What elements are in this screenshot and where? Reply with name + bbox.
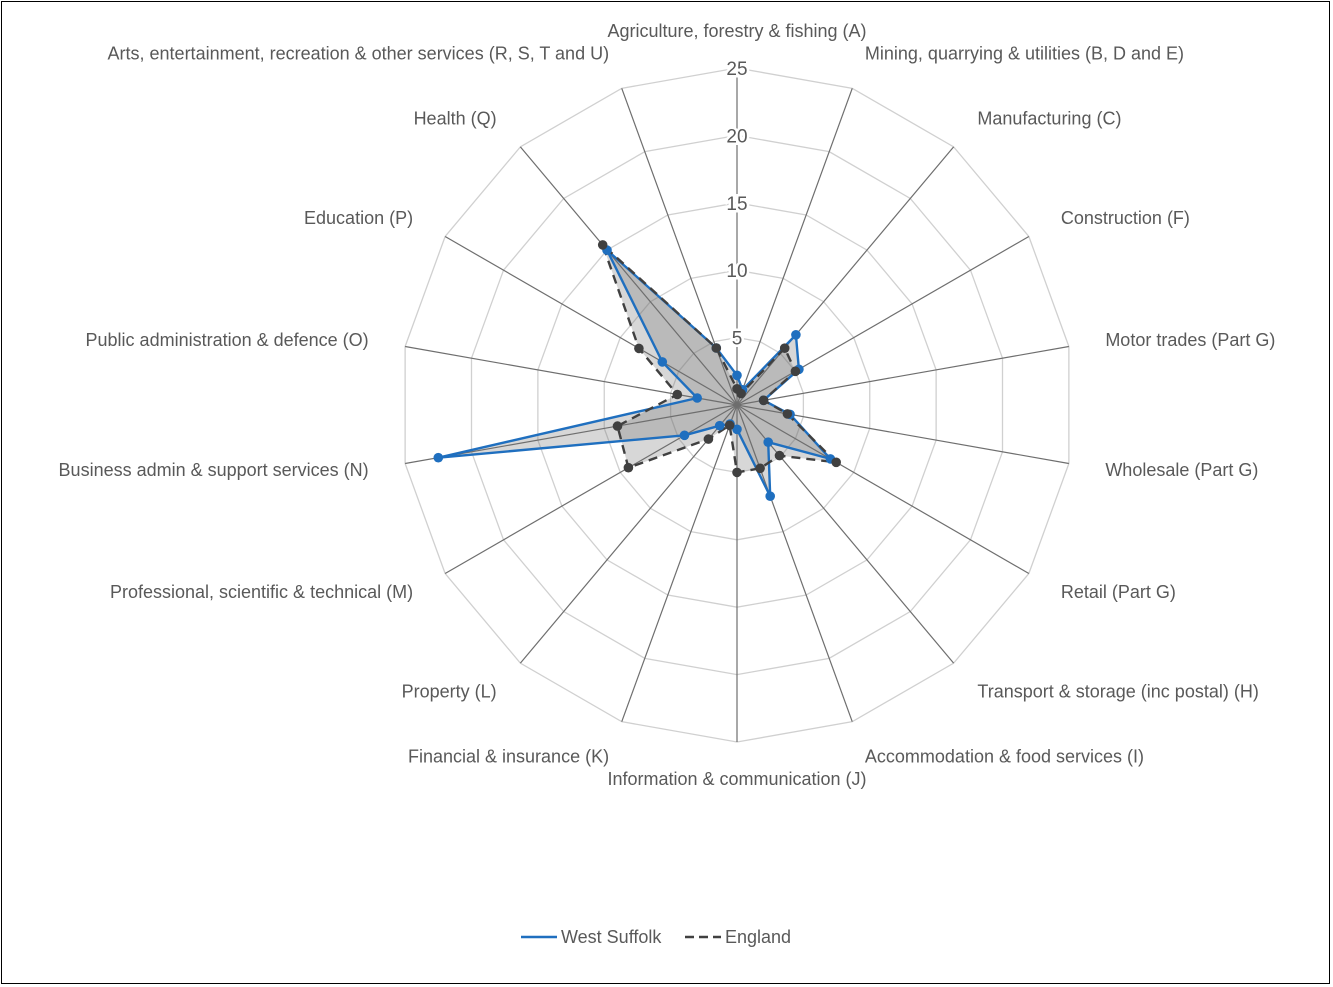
tick-label-10: 10	[726, 261, 747, 282]
category-label-5: Wholesale (Part G)	[1105, 460, 1258, 480]
series-1-point-3	[790, 366, 801, 377]
radial-tick-labels: 5 10 15 20 25	[724, 57, 750, 353]
category-label-3: Construction (F)	[1061, 208, 1190, 228]
series-0-point-0	[732, 370, 742, 381]
series-1-point-2	[779, 343, 790, 354]
tick-label-20: 20	[726, 126, 747, 147]
category-label-12: Professional, scientific & technical (M)	[110, 582, 413, 602]
radar-spokes	[405, 68, 1069, 742]
tick-label-5: 5	[732, 329, 743, 350]
spoke-1	[736, 88, 853, 406]
legend-label-0: West Suffolk	[561, 927, 662, 947]
series-0-point-11	[714, 420, 725, 431]
series-1-point-4	[758, 395, 769, 406]
series-area-1	[602, 244, 837, 473]
series-1-point-5	[782, 409, 793, 419]
category-label-8: Accommodation & food services (I)	[865, 746, 1144, 766]
spoke-7	[736, 404, 955, 664]
category-label-13: Business admin & support services (N)	[59, 460, 369, 480]
series-1-point-16	[597, 240, 608, 250]
series-1-point-1	[736, 388, 746, 399]
category-label-0: Agriculture, forestry & fishing (A)	[607, 21, 866, 41]
series-0-point-12	[679, 430, 690, 441]
spoke-15	[444, 235, 738, 406]
series-0-point-14	[692, 393, 702, 403]
series-1-point-6	[831, 457, 841, 468]
series-1-point-17	[711, 343, 722, 353]
category-label-16: Health (Q)	[414, 108, 497, 128]
series-1-point-9	[732, 467, 742, 478]
category-label-7: Transport & storage (inc postal) (H)	[977, 682, 1258, 702]
series-0-point-9	[732, 424, 742, 435]
category-label-15: Education (P)	[304, 208, 413, 228]
spoke-16	[519, 146, 738, 406]
series-0-point-2	[791, 330, 801, 340]
category-labels: Agriculture, forestry & fishing (A) Minin…	[59, 21, 1276, 789]
series-1-point-7	[774, 450, 785, 461]
series-1-point-14	[672, 389, 683, 400]
category-label-10: Financial & insurance (K)	[408, 746, 609, 766]
legend-label-1: England	[725, 927, 791, 947]
spoke-10	[621, 404, 738, 722]
category-label-2: Manufacturing (C)	[977, 108, 1121, 128]
tick-label-15: 15	[726, 194, 747, 215]
series-fill	[438, 244, 837, 497]
category-label-4: Motor trades (Part G)	[1105, 330, 1275, 350]
spoke-3	[736, 235, 1030, 406]
spoke-11	[519, 404, 738, 664]
series-0-point-8	[765, 491, 775, 502]
category-label-6: Retail (Part G)	[1061, 582, 1176, 602]
series-0-point-15	[657, 357, 668, 367]
legend: West Suffolk England	[521, 927, 791, 947]
series-0-point-7	[763, 437, 773, 448]
series-1-point-13	[612, 421, 623, 431]
series-1-point-12	[623, 462, 634, 473]
series-lines	[433, 240, 841, 502]
spoke-8	[736, 404, 853, 722]
spoke-6	[736, 404, 1030, 575]
series-0-point-13	[433, 452, 444, 463]
tick-label-25: 25	[726, 59, 747, 80]
series-1-point-11	[703, 434, 714, 444]
series-1-point-10	[724, 420, 735, 431]
category-label-9: Information & communication (J)	[607, 769, 866, 789]
series-1-point-15	[634, 343, 644, 354]
category-label-14: Public administration & defence (O)	[86, 330, 369, 350]
category-label-17: Arts, entertainment, recreation & other …	[108, 44, 610, 64]
category-label-11: Property (L)	[402, 682, 497, 702]
series-1-point-8	[755, 463, 765, 474]
spoke-4	[736, 345, 1069, 406]
category-label-1: Mining, quarrying & utilities (B, D and …	[865, 44, 1184, 64]
series-area-0	[438, 250, 831, 497]
